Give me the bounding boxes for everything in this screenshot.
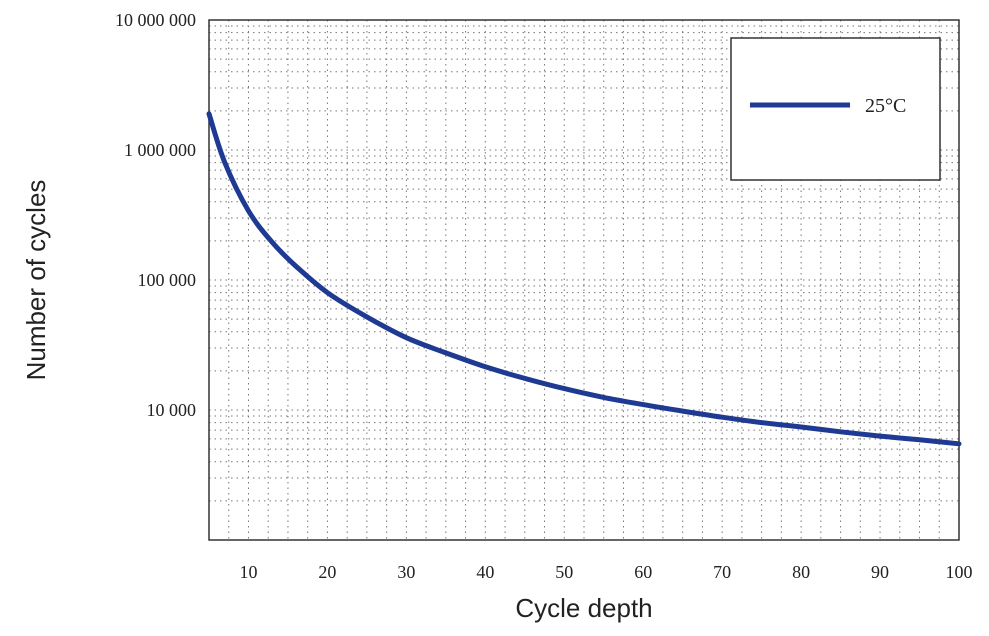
- y-tick-label: 100 000: [138, 270, 197, 290]
- x-tick-label: 90: [871, 562, 889, 582]
- grid-lines: [208, 20, 960, 540]
- y-tick-label: 10 000: [147, 400, 197, 420]
- legend: 25°C: [730, 37, 941, 181]
- plot-frame: [208, 19, 960, 541]
- x-tick-label: 60: [634, 562, 652, 582]
- x-tick-label: 20: [318, 562, 336, 582]
- x-tick-label: 50: [555, 562, 573, 582]
- y-tick-label: 1 000 000: [124, 140, 196, 160]
- x-tick-label: 30: [397, 562, 415, 582]
- legend-label: 25°C: [865, 95, 906, 117]
- legend-box: [730, 37, 941, 181]
- x-tick-label: 100: [946, 562, 973, 582]
- y-axis-label: Number of cycles: [21, 180, 51, 381]
- x-tick-label: 80: [792, 562, 810, 582]
- x-tick-label: 70: [713, 562, 731, 582]
- x-axis-ticks: 10 20 30 40 50 60 70 80 90 100: [239, 562, 972, 582]
- y-tick-label: 10 000 000: [115, 10, 196, 30]
- x-tick-label: 40: [476, 562, 494, 582]
- x-tick-label: 10: [239, 562, 257, 582]
- y-axis-ticks: 10 000 100 000 1 000 000 10 000 000: [115, 10, 196, 420]
- x-axis-label: Cycle depth: [515, 593, 652, 623]
- series-line-25c: [206, 111, 962, 447]
